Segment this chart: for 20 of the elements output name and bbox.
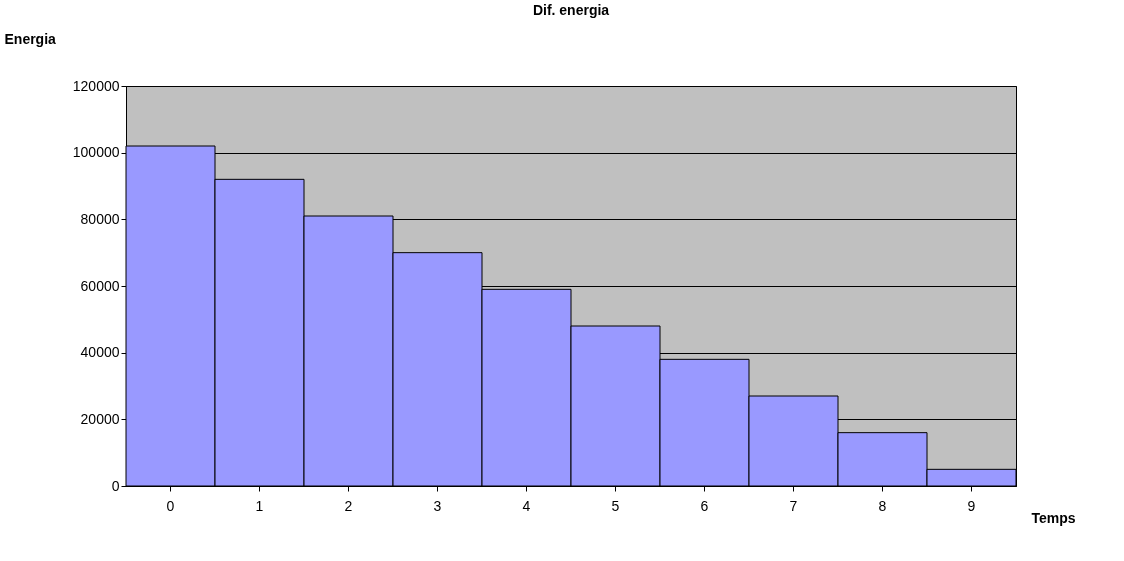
y-tick-label: 20000: [80, 410, 120, 427]
x-tick-label: 1: [255, 497, 264, 514]
x-tick-label: 2: [344, 497, 353, 514]
x-tick-label: 5: [611, 497, 620, 514]
x-axis-title: Temps: [1031, 509, 1076, 526]
x-tick-label: 6: [700, 497, 709, 514]
y-tick-label: 40000: [80, 344, 120, 361]
y-axis-title: Energia: [4, 30, 57, 47]
x-tick-label: 4: [522, 497, 531, 514]
y-tick-label: 120000: [72, 77, 120, 94]
y-tick-label: 80000: [80, 210, 120, 227]
y-tick-label: 0: [111, 477, 120, 494]
x-tick-label: 7: [789, 497, 798, 514]
x-tick-label: 3: [433, 497, 442, 514]
x-tick-label: 9: [967, 497, 976, 514]
x-tick-label: 8: [878, 497, 887, 514]
x-tick-label: 0: [166, 497, 175, 514]
y-tick-label: 100000: [72, 144, 120, 161]
y-tick-label: 60000: [80, 277, 120, 294]
chart-title: Dif. energia: [532, 2, 610, 18]
